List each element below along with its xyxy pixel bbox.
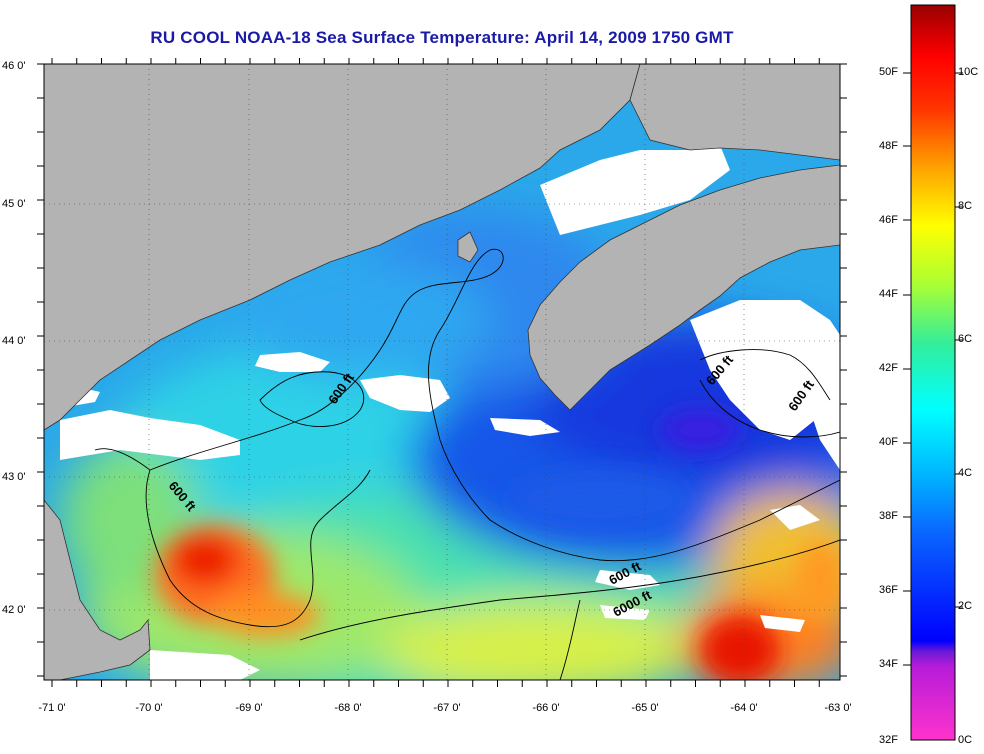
lat-label: 45 0'	[2, 198, 26, 210]
land-mass	[44, 64, 840, 680]
colorbar-f-label: 42F	[879, 362, 898, 374]
lon-label: -64 0'	[730, 702, 758, 714]
colorbar-f-label: 38F	[879, 510, 898, 522]
lat-label: 44 0'	[2, 335, 26, 347]
lon-label: -68 0'	[334, 702, 362, 714]
lon-label: -63 0'	[824, 702, 852, 714]
land-nova-scotia	[527, 164, 840, 411]
colorbar-f-label: 40F	[879, 436, 898, 448]
colorbar-c-label: 8C	[958, 200, 973, 212]
cloud-cover	[44, 145, 840, 680]
lon-label: -65 0'	[631, 702, 659, 714]
map-frame	[37, 58, 847, 687]
colorbar-f-label: 48F	[879, 140, 898, 152]
colorbar-f-label: 44F	[879, 288, 898, 300]
map-title: RU COOL NOAA-18 Sea Surface Temperature:…	[150, 28, 734, 47]
colorbar-f-label: 46F	[879, 214, 898, 226]
lon-label: -70 0'	[135, 702, 163, 714]
land-cape-cod	[44, 499, 151, 680]
colorbar-c-label: 2C	[958, 600, 973, 612]
lat-label: 42 0'	[2, 604, 26, 616]
colorbar-gradient	[910, 4, 956, 741]
colorbar-c-label: 10C	[958, 66, 979, 78]
colorbar-c-label: 6C	[958, 333, 973, 345]
colorbar-ticks	[903, 72, 963, 666]
colorbar-c-label: 0C	[958, 734, 973, 746]
lat-label: 43 0'	[2, 471, 26, 483]
colorbar-c-label: 4C	[958, 467, 973, 479]
colorbar-f-label: 34F	[879, 658, 898, 670]
lon-label: -69 0'	[235, 702, 263, 714]
lat-label: 46 0'	[2, 60, 26, 72]
land-grand-manan	[457, 231, 479, 263]
sst-field	[44, 64, 840, 680]
colorbar-f-label: 32F	[879, 734, 898, 746]
land-new-brunswick	[629, 64, 840, 161]
lon-label: -67 0'	[433, 702, 461, 714]
colorbar	[903, 4, 963, 741]
lon-label: -66 0'	[532, 702, 560, 714]
colorbar-f-label: 50F	[879, 66, 898, 78]
land-new-england	[44, 64, 641, 431]
bathymetry-contours	[94, 248, 840, 680]
lon-label: -71 0'	[38, 702, 66, 714]
colorbar-f-label: 36F	[879, 584, 898, 596]
